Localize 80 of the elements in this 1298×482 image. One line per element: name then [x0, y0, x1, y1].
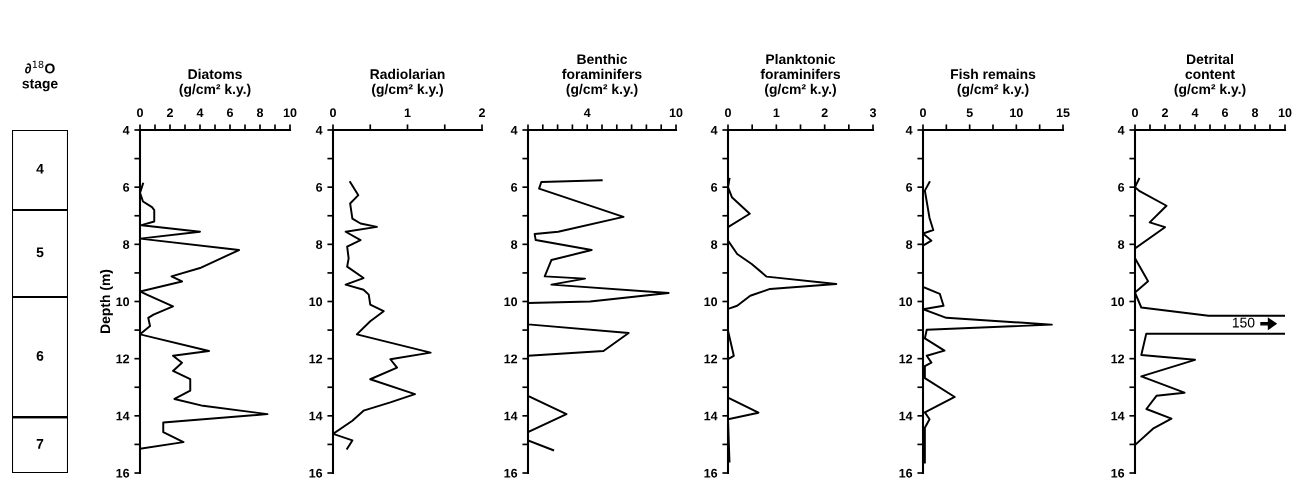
- y-tick-label: 10: [309, 297, 323, 307]
- y-tick-label: 12: [309, 354, 323, 364]
- x-tick-label: 2: [1161, 108, 1168, 117]
- y-tick-label: 8: [1118, 240, 1125, 249]
- y-tick-label: 4: [510, 125, 518, 135]
- y-tick-label: 14: [116, 411, 130, 421]
- y-tick-label: 16: [704, 468, 718, 478]
- y-tick-label: 4: [122, 125, 130, 135]
- x-tick-label: 6: [226, 108, 234, 118]
- x-tick-label: 8: [1251, 108, 1259, 118]
- x-tick-label: 6: [1221, 108, 1229, 118]
- y-tick-label: 12: [1111, 354, 1125, 364]
- chart-title: Planktonic foraminifers (g/cm² k.y.): [760, 53, 841, 97]
- chart-title: Benthic foraminifers (g/cm² k.y.): [562, 53, 642, 97]
- y-tick-label: 6: [711, 182, 718, 192]
- x-tick-label: 15: [1056, 108, 1070, 118]
- y-tick-label: 4: [1117, 125, 1125, 135]
- y-tick-label: 14: [504, 411, 518, 421]
- y-tick-label: 8: [316, 240, 323, 249]
- y-tick-label: 12: [504, 354, 518, 364]
- y-tick-label: 10: [504, 297, 518, 307]
- y-tick-label: 6: [906, 182, 913, 192]
- y-tick-label: 4: [905, 125, 913, 135]
- x-tick-label: 0: [1132, 108, 1138, 118]
- x-tick-label: 2: [478, 108, 485, 117]
- y-tick-label: 6: [316, 182, 323, 192]
- x-tick-label: 0: [330, 108, 336, 118]
- x-tick-label: 2: [166, 108, 173, 117]
- y-tick-label: 4: [710, 125, 718, 135]
- y-tick-label: 12: [704, 354, 718, 364]
- y-tick-label: 8: [511, 240, 518, 249]
- x-tick-label: 4: [583, 108, 591, 117]
- y-tick-label: 10: [704, 297, 718, 307]
- y-tick-label: 14: [899, 411, 913, 421]
- chart-title: Detrital content (g/cm² k.y.): [1174, 53, 1246, 97]
- x-tick-label: 0: [920, 108, 926, 118]
- y-tick-label: 6: [511, 182, 518, 192]
- text: 4: [36, 164, 44, 174]
- y-tick-label: 16: [116, 468, 130, 478]
- y-tick-label: 4: [315, 125, 323, 135]
- y-tick-label: 16: [1111, 468, 1125, 478]
- x-tick-label: 8: [256, 108, 264, 118]
- x-tick-label: 10: [1010, 108, 1023, 118]
- chart-title: Fish remains (g/cm² k.y.): [951, 68, 1036, 97]
- x-tick-label: 1: [773, 108, 780, 117]
- chart-title: Radiolarian (g/cm² k.y.): [370, 68, 445, 97]
- x-tick-label: 4: [196, 108, 204, 117]
- text: 5: [36, 247, 44, 258]
- x-tick-label: 5: [966, 108, 973, 118]
- x-tick-label: 0: [137, 108, 143, 118]
- y-tick-label: 10: [899, 297, 913, 307]
- y-tick-label: 12: [899, 354, 913, 364]
- y-tick-label: 14: [309, 411, 323, 421]
- x-tick-label: 3: [869, 108, 877, 118]
- y-tick-label: 16: [309, 468, 323, 478]
- text: 6: [36, 350, 44, 361]
- y-tick-label: 6: [123, 182, 130, 192]
- x-tick-label: 10: [1278, 108, 1292, 118]
- x-tick-label: 4: [1191, 108, 1199, 117]
- y-axis-title: Depth (m): [99, 269, 113, 333]
- x-tick-label: 10: [283, 108, 297, 118]
- y-tick-label: 8: [711, 240, 718, 249]
- x-tick-label: 0: [725, 108, 731, 118]
- y-tick-label: 16: [504, 468, 518, 478]
- text: ∂$^{18}$O stage: [22, 60, 58, 92]
- x-tick-label: 2: [821, 108, 828, 117]
- y-tick-label: 8: [123, 240, 130, 249]
- y-tick-label: 14: [1111, 411, 1125, 421]
- text: 7: [36, 439, 44, 449]
- y-tick-label: 8: [906, 240, 913, 249]
- y-tick-label: 10: [1111, 297, 1125, 307]
- x-tick-label: 10: [669, 108, 683, 118]
- y-tick-label: 16: [899, 468, 913, 478]
- y-tick-label: 10: [116, 297, 130, 307]
- y-tick-label: 6: [1118, 182, 1125, 192]
- y-tick-label: 14: [704, 411, 718, 421]
- y-tick-label: 12: [116, 354, 130, 364]
- annotation: 150: [1232, 317, 1255, 328]
- chart-title: Diatoms (g/cm² k.y.): [179, 68, 251, 97]
- x-tick-label: 1: [404, 108, 411, 117]
